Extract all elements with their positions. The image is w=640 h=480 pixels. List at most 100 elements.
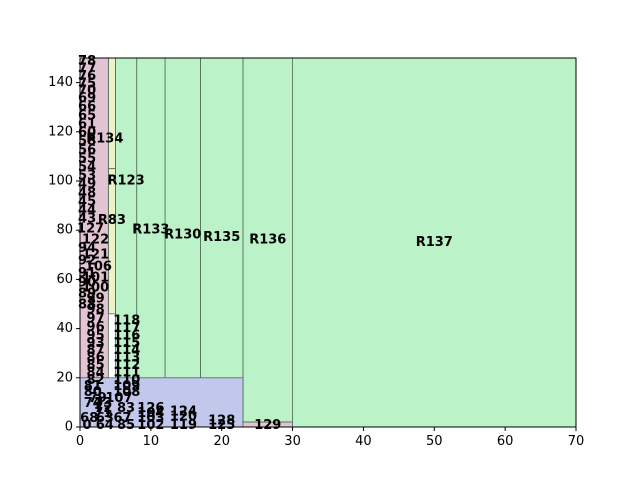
cell-label: 60 <box>78 126 96 141</box>
cell-label: 97 <box>87 311 105 326</box>
cell-label: 118 <box>113 314 140 329</box>
cell-label: 64 <box>96 418 114 433</box>
region-r134 <box>107 57 116 170</box>
y-tick-label: 60 <box>56 272 73 287</box>
region-layer <box>79 57 577 428</box>
cell-label: 88 <box>78 298 96 313</box>
cell-label: 90 <box>78 276 96 291</box>
region-label-r134: R134 <box>86 132 123 147</box>
cell-label: 106 <box>85 260 112 275</box>
x-tick-label: 70 <box>568 434 585 449</box>
cell-label: 86 <box>87 351 105 366</box>
cell-label: 85 <box>117 418 135 433</box>
cell-label: 63 <box>96 411 114 426</box>
cell-label: 54 <box>78 160 96 175</box>
x-tick-label: 60 <box>497 434 514 449</box>
cell-label: 75 <box>78 76 96 91</box>
cell-label: 74 <box>84 396 102 411</box>
cell-label: 77 <box>78 62 96 77</box>
region-label-r133: R133 <box>132 223 169 238</box>
x-tick-label: 20 <box>213 434 230 449</box>
cell-label: 93 <box>87 336 105 351</box>
region-r130 <box>164 57 201 413</box>
cell-label: 70 <box>78 84 96 99</box>
cell-label: 84 <box>87 365 105 380</box>
cell-label: 128 <box>208 413 235 428</box>
cell-label: 126 <box>137 401 164 416</box>
cell-label: 58 <box>78 134 96 149</box>
region-label-r136: R136 <box>249 233 286 248</box>
cell-label: 69 <box>78 91 96 106</box>
cell-label: 121 <box>82 247 109 262</box>
cell-label-layer: 7877767570696665616058565554534948454443… <box>77 54 453 433</box>
cell-label: 79 <box>89 391 107 406</box>
cell-label: 96 <box>87 320 105 335</box>
cell-label: 99 <box>87 292 105 307</box>
cell-label: 107 <box>105 391 132 406</box>
cell-label: 112 <box>113 358 140 373</box>
cell-label: 67 <box>113 411 131 426</box>
cell-label: 119 <box>170 418 197 433</box>
cell-label: 111 <box>113 365 140 380</box>
y-tick-label: 100 <box>48 174 73 189</box>
y-tick-label: 120 <box>48 124 73 139</box>
cell-label: 108 <box>113 385 140 400</box>
cell-label: 68 <box>80 411 98 426</box>
x-tick-label: 40 <box>355 434 372 449</box>
cell-label: 80 <box>84 385 102 400</box>
cell-label: 122 <box>82 233 109 248</box>
region-r136 <box>242 57 293 423</box>
cell-label: 55 <box>78 151 96 166</box>
cell-label: 0 <box>83 418 92 433</box>
cell-label: 82 <box>87 373 105 388</box>
cell-label: 94 <box>78 241 96 256</box>
cell-label: 100 <box>82 281 109 296</box>
cell-label: 66 <box>78 100 96 115</box>
y-tick-label: 40 <box>56 321 73 336</box>
y-axis: 0 20 40 60 80 100 120 140 <box>48 75 80 435</box>
cell-label: 61 <box>78 117 96 132</box>
cell-label: 87 <box>87 343 105 358</box>
region-label-r135: R135 <box>203 230 240 245</box>
cell-label: 124 <box>170 405 197 420</box>
cell-label: 92 <box>78 253 96 268</box>
cell-label: 53 <box>78 169 96 184</box>
x-tick-label: 30 <box>284 434 301 449</box>
cell-label: 83 <box>117 401 135 416</box>
cell-label: 43 <box>78 212 96 227</box>
cell-label: 101 <box>82 271 109 286</box>
cell-label: 56 <box>78 143 96 158</box>
cell-label: 102 <box>137 418 164 433</box>
x-tick-label: 10 <box>143 434 160 449</box>
cell-label: 114 <box>113 343 140 358</box>
cell-label: 49 <box>78 177 96 192</box>
cell-label: 73 <box>94 396 112 411</box>
cell-label: 85 <box>87 358 105 373</box>
cell-label: 115 <box>113 336 140 351</box>
cell-label: 110 <box>113 373 140 388</box>
cell-label: 98 <box>87 303 105 318</box>
y-tick-label: 80 <box>56 223 73 238</box>
region-cell-9 <box>79 377 244 428</box>
cell-label: 95 <box>87 328 105 343</box>
axes-frame <box>79 57 577 428</box>
y-tick-label: 20 <box>56 370 73 385</box>
region-label-r83: R83 <box>98 213 126 228</box>
cell-label: 65 <box>78 108 96 123</box>
cell-label: 117 <box>113 321 140 336</box>
cell-label: 44 <box>78 203 96 218</box>
region-label-r130: R130 <box>164 228 201 243</box>
cell-label: 127 <box>77 221 104 236</box>
y-tick-label: 140 <box>48 75 73 90</box>
cell-label: 89 <box>78 287 96 302</box>
cell-label: 116 <box>113 328 140 343</box>
cell-label: 45 <box>78 194 96 209</box>
cell-label: 129 <box>254 418 281 433</box>
region-label-r137: R137 <box>416 235 453 250</box>
region-r83 <box>107 168 116 315</box>
cell-label: 71 <box>94 406 112 421</box>
cell-label: 81 <box>84 379 102 394</box>
cell-label: 113 <box>113 351 140 366</box>
cell-label: 125 <box>208 418 235 433</box>
